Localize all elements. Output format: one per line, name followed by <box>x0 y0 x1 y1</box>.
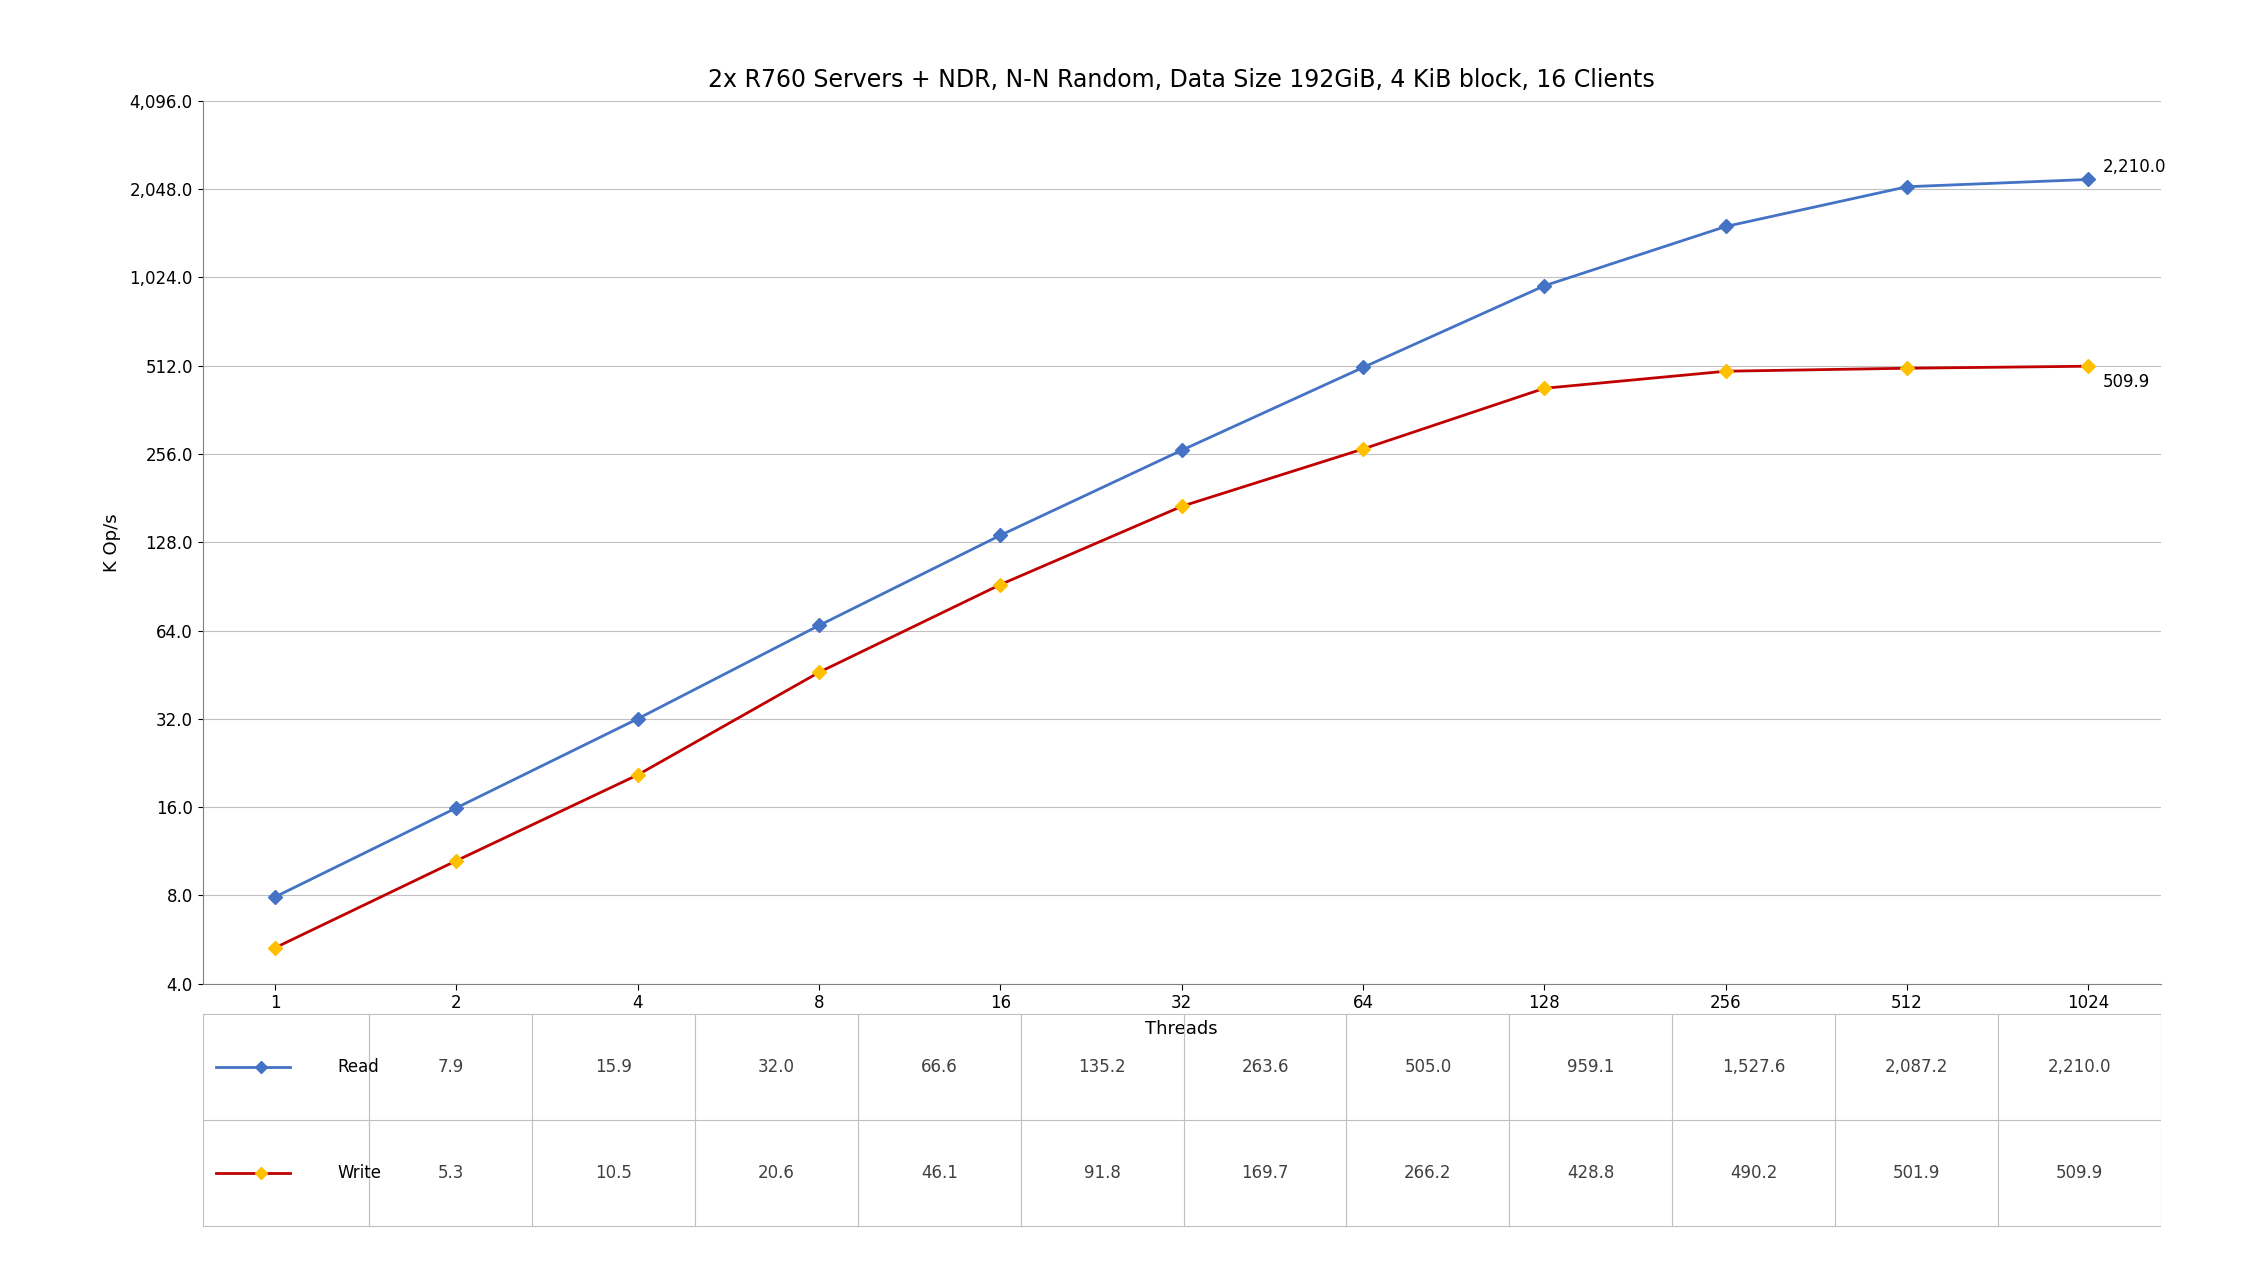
Text: 959.1: 959.1 <box>1567 1058 1614 1076</box>
Write <box>1531 381 1558 396</box>
Read <box>2075 171 2102 187</box>
Write <box>986 578 1013 593</box>
Write <box>443 854 470 869</box>
Read <box>1893 179 1920 194</box>
Text: 509.9: 509.9 <box>2102 373 2150 391</box>
X-axis label: Threads: Threads <box>1146 1020 1218 1038</box>
Text: 169.7: 169.7 <box>1240 1164 1288 1182</box>
Text: 501.9: 501.9 <box>1893 1164 1940 1182</box>
Write <box>261 941 288 956</box>
Text: Read: Read <box>338 1058 380 1076</box>
Read <box>1351 359 1378 375</box>
Write <box>624 767 651 782</box>
Text: 505.0: 505.0 <box>1405 1058 1452 1076</box>
Write <box>1351 441 1378 456</box>
Text: 46.1: 46.1 <box>921 1164 957 1182</box>
Read <box>986 527 1013 542</box>
Text: 266.2: 266.2 <box>1405 1164 1452 1182</box>
Text: 15.9: 15.9 <box>594 1058 633 1076</box>
Line: Read: Read <box>270 174 2093 902</box>
Text: 490.2: 490.2 <box>1731 1164 1778 1182</box>
Read <box>1168 443 1195 458</box>
Text: 10.5: 10.5 <box>594 1164 633 1182</box>
Text: 263.6: 263.6 <box>1240 1058 1290 1076</box>
Read <box>1531 279 1558 294</box>
Text: 66.6: 66.6 <box>921 1058 957 1076</box>
Text: 20.6: 20.6 <box>759 1164 795 1182</box>
Text: Write: Write <box>338 1164 383 1182</box>
Read <box>806 618 833 633</box>
Text: 7.9: 7.9 <box>437 1058 464 1076</box>
Write <box>2075 358 2102 373</box>
Read <box>624 711 651 726</box>
Line: Write: Write <box>270 362 2093 952</box>
Text: 135.2: 135.2 <box>1078 1058 1126 1076</box>
Read <box>1713 219 1740 235</box>
Title: 2x R760 Servers + NDR, N-N Random, Data Size 192GiB, 4 KiB block, 16 Clients: 2x R760 Servers + NDR, N-N Random, Data … <box>709 68 1654 92</box>
Write <box>1893 361 1920 376</box>
Y-axis label: K Op/s: K Op/s <box>104 513 122 571</box>
Text: 1,527.6: 1,527.6 <box>1722 1058 1785 1076</box>
Text: 91.8: 91.8 <box>1083 1164 1121 1182</box>
Text: 2,087.2: 2,087.2 <box>1884 1058 1949 1076</box>
Text: 2,210.0: 2,210.0 <box>2048 1058 2111 1076</box>
Read <box>443 801 470 816</box>
Write <box>806 665 833 680</box>
Text: 509.9: 509.9 <box>2055 1164 2102 1182</box>
Read <box>261 889 288 904</box>
Text: 2,210.0: 2,210.0 <box>2102 159 2165 177</box>
Write <box>1168 499 1195 514</box>
Text: 32.0: 32.0 <box>759 1058 795 1076</box>
Text: 5.3: 5.3 <box>437 1164 464 1182</box>
Write <box>1713 363 1740 378</box>
Text: 428.8: 428.8 <box>1567 1164 1614 1182</box>
